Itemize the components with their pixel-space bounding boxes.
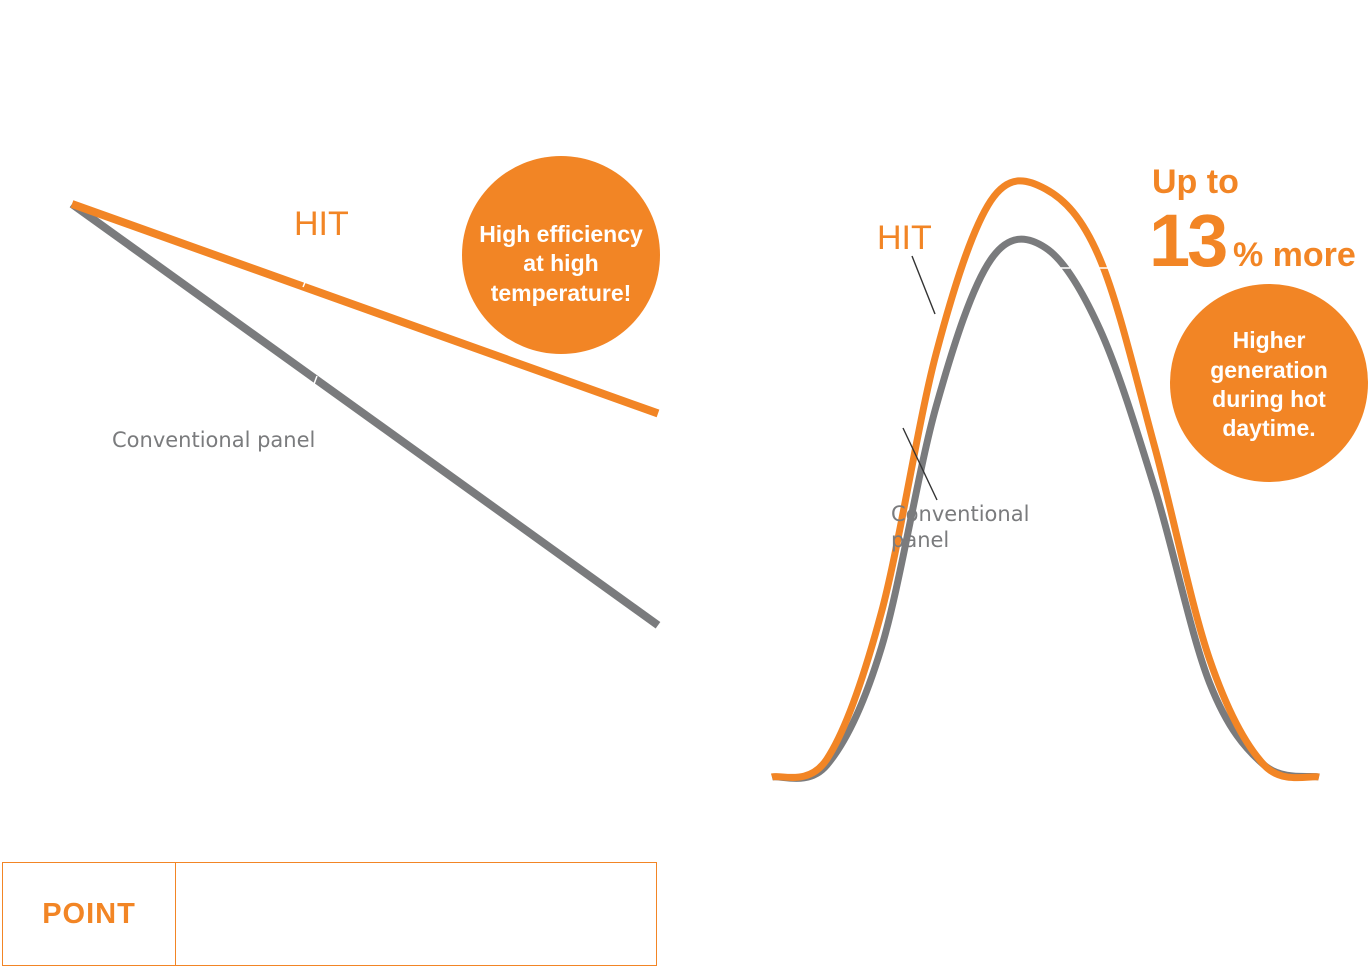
right-conventional-leader [902,427,938,501]
right-headline: Up to 13 % more [1149,163,1356,282]
right-callout-line-1: Higher [1233,327,1306,353]
left-conventional-tick-mark [313,375,318,385]
left-callout-circle [462,156,660,354]
right-conventional-label-line-1: Conventional [891,502,1029,526]
point-body [176,863,656,965]
left-callout-line-1: High efficiency [479,221,643,247]
left-callout-line-3: temperature! [491,280,632,306]
left-hit-label: HIT [294,205,349,243]
right-conventional-curve [771,235,1320,782]
left-chart: HIT Conventional panel High efficiency a… [69,156,661,629]
point-label: POINT [42,897,136,930]
right-callout-badge: Higher generation during hot daytime. [1170,284,1368,482]
point-box: POINT [2,862,657,966]
right-hit-curve [770,177,1320,782]
right-conventional-label-line-2: panel [891,528,949,552]
left-hit-tick-mark [302,279,307,288]
right-hit-label: HIT [877,219,932,257]
point-label-cell: POINT [3,863,176,965]
right-callout-line-2: generation [1210,357,1328,383]
left-hit-line [70,200,660,418]
left-conventional-line [69,200,661,629]
left-conventional-label: Conventional panel [112,428,315,452]
left-callout-line-2: at high [523,250,598,276]
left-callout-badge: High efficiency at high temperature! [462,156,660,354]
right-callout-circle [1170,284,1368,482]
right-hit-leader [911,255,936,315]
right-chart: HIT Conventional panel Up to 13 % more H… [770,163,1368,782]
headline-up-to: Up to [1152,163,1239,201]
headline-percent-number: 13 [1149,199,1226,282]
headline-percent-more: % more [1233,236,1356,274]
right-callout-line-3: during hot [1212,386,1326,412]
right-callout-line-4: daytime. [1222,415,1315,441]
